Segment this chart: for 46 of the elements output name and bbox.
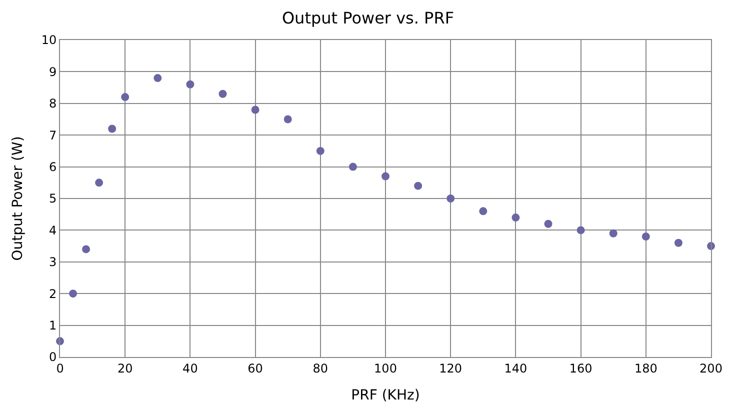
point xyxy=(414,182,422,190)
point xyxy=(108,124,116,133)
y-tick-label: 6 xyxy=(48,160,57,174)
y-tick-label: 1 xyxy=(48,318,57,332)
x-tick-label: 20 xyxy=(117,361,133,376)
point xyxy=(348,162,357,171)
point xyxy=(251,106,260,114)
point xyxy=(316,146,324,155)
point xyxy=(479,207,488,216)
y-tick-label: 7 xyxy=(48,128,57,142)
y-tick-label: 0 xyxy=(48,350,57,364)
x-tick-label: 120 xyxy=(439,361,462,376)
y-tick-label: 10 xyxy=(41,33,57,48)
y-tick-label: 3 xyxy=(48,255,57,270)
x-tick-label: 200 xyxy=(700,361,722,376)
point xyxy=(382,172,390,180)
y-tick-label: 4 xyxy=(48,223,57,238)
point xyxy=(544,220,552,228)
point xyxy=(186,80,194,88)
point xyxy=(446,194,455,202)
point xyxy=(642,232,650,241)
point xyxy=(512,214,520,222)
x-tick-label: 160 xyxy=(569,361,592,376)
point xyxy=(95,178,104,187)
x-tick-label: 140 xyxy=(504,361,528,376)
point xyxy=(576,226,585,234)
point xyxy=(674,238,682,247)
y-tick-label: 5 xyxy=(48,192,57,206)
point xyxy=(154,74,162,82)
y-axis-title: Output Power (W) xyxy=(10,136,26,261)
point xyxy=(218,90,227,98)
y-tick-label: 2 xyxy=(48,286,57,301)
x-tick-label: 100 xyxy=(374,361,397,376)
x-tick-label: 180 xyxy=(634,361,658,376)
y-tick-label: 8 xyxy=(48,96,57,111)
x-tick-label: 40 xyxy=(182,361,198,376)
point xyxy=(69,290,78,298)
x-tick-label: 60 xyxy=(248,361,263,376)
y-tick-label: 9 xyxy=(48,64,57,79)
point xyxy=(284,115,292,124)
x-axis-title: PRF (KHz) xyxy=(351,388,420,404)
x-tick-label: 80 xyxy=(312,361,328,376)
point xyxy=(82,245,90,254)
chart-title: Output Power vs. PRF xyxy=(282,8,454,28)
point xyxy=(121,93,130,102)
point xyxy=(609,229,618,238)
